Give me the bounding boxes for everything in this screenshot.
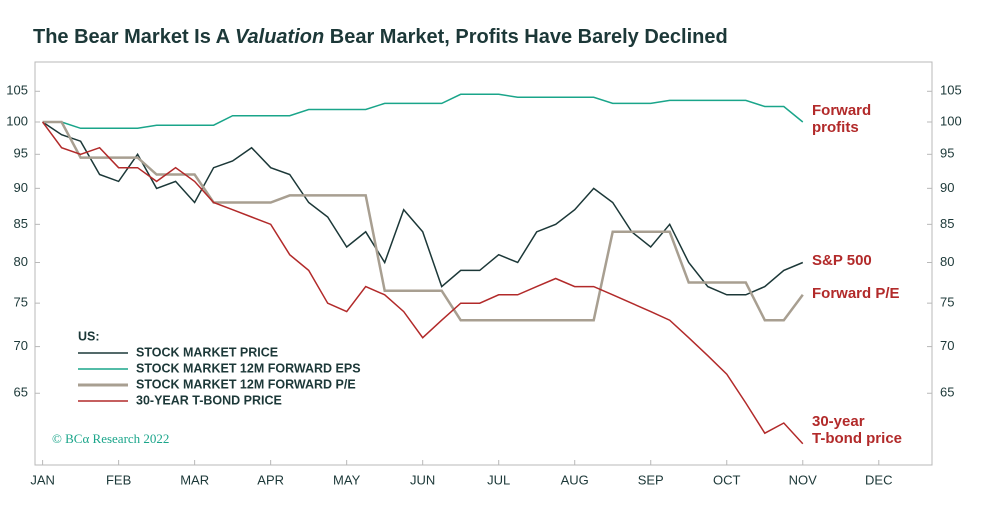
x-tick-label: MAY	[333, 472, 361, 487]
y2-tick-label: 95	[940, 146, 954, 161]
y-tick-label: 95	[14, 146, 28, 161]
annotation: Forward	[812, 102, 871, 119]
chart-title: The Bear Market Is A Valuation Bear Mark…	[33, 26, 728, 48]
x-tick-label: APR	[257, 472, 284, 487]
y-tick-label: 105	[6, 83, 28, 98]
x-tick-label: DEC	[865, 472, 892, 487]
title-part: The Bear Market Is A	[33, 26, 235, 48]
y2-tick-label: 85	[940, 216, 954, 231]
y-tick-label: 100	[6, 113, 28, 128]
y2-tick-label: 65	[940, 385, 954, 400]
x-tick-label: FEB	[106, 472, 131, 487]
y2-tick-label: 90	[940, 180, 954, 195]
y2-tick-label: 70	[940, 338, 954, 353]
x-tick-label: MAR	[180, 472, 209, 487]
annotation: Forward P/E	[812, 285, 900, 302]
y-tick-label: 90	[14, 180, 28, 195]
series-line	[42, 120, 804, 322]
x-tick-label: AUG	[561, 472, 589, 487]
series-line	[41, 121, 804, 445]
plot-frame	[34, 61, 933, 466]
y-tick-label: 65	[14, 385, 28, 400]
annotation: profits	[812, 119, 859, 136]
legend-label: STOCK MARKET PRICE	[136, 345, 278, 359]
y-tick-label: 80	[14, 254, 28, 269]
series-line	[42, 93, 804, 130]
legend-title: US:	[78, 329, 100, 343]
x-tick-label: SEP	[638, 472, 664, 487]
x-tick-label: JAN	[30, 472, 55, 487]
annotation: T-bond price	[812, 430, 902, 447]
x-tick-label: JUL	[487, 472, 510, 487]
y-tick-label: 75	[14, 295, 28, 310]
y2-tick-label: 80	[940, 254, 954, 269]
x-tick-label: JUN	[410, 472, 435, 487]
legend-label: STOCK MARKET 12M FORWARD EPS	[136, 361, 361, 375]
x-tick-label: NOV	[789, 472, 818, 487]
legend-label: 30-YEAR T-BOND PRICE	[136, 393, 282, 407]
y2-tick-label: 100	[940, 113, 962, 128]
annotation: S&P 500	[812, 252, 872, 269]
series-line	[42, 121, 804, 296]
legend-label: STOCK MARKET 12M FORWARD P/E	[136, 377, 356, 391]
y2-tick-label: 75	[940, 295, 954, 310]
y2-tick-label: 105	[940, 83, 962, 98]
y-tick-label: 70	[14, 338, 28, 353]
title-part: Valuation	[235, 26, 324, 48]
annotation: 30-year	[812, 413, 865, 430]
x-tick-label: OCT	[713, 472, 741, 487]
title-part: Bear Market, Profits Have Barely Decline…	[324, 26, 728, 48]
y-tick-label: 85	[14, 216, 28, 231]
source: © BCα Research 2022	[52, 431, 169, 446]
